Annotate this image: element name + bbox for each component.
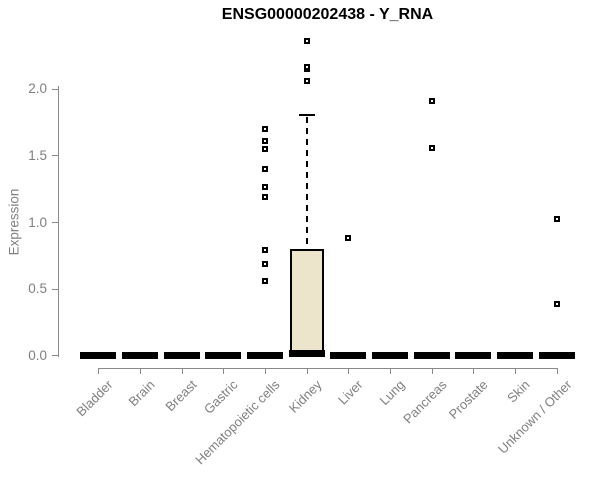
median-bar bbox=[455, 352, 492, 360]
y-axis-tick bbox=[52, 88, 58, 90]
y-axis-tick-label: 1.5 bbox=[28, 147, 47, 163]
outlier-point bbox=[303, 78, 310, 85]
outlier-point bbox=[262, 183, 269, 190]
x-axis-tick bbox=[473, 368, 475, 374]
median-bar bbox=[413, 352, 450, 360]
outlier-point bbox=[262, 138, 269, 145]
y-axis-tick-label: 1.0 bbox=[28, 214, 47, 230]
whisker-line bbox=[305, 116, 308, 250]
box-iqr bbox=[289, 249, 324, 355]
median-bar bbox=[247, 352, 284, 360]
median-bar bbox=[372, 352, 409, 360]
chart-title: ENSG00000202438 - Y_RNA bbox=[221, 6, 434, 23]
y-axis-tick bbox=[52, 155, 58, 157]
median-bar bbox=[80, 352, 117, 360]
median-bar bbox=[497, 352, 534, 360]
median-bar bbox=[121, 352, 158, 360]
y-axis-tick-label: 0.0 bbox=[28, 347, 47, 363]
median-bar bbox=[163, 352, 200, 360]
outlier-point bbox=[262, 278, 269, 285]
x-axis-tick bbox=[515, 368, 517, 374]
x-axis-tick bbox=[348, 368, 350, 374]
outlier-point bbox=[553, 215, 560, 222]
x-axis-tick bbox=[139, 368, 141, 374]
x-axis-tick bbox=[431, 368, 433, 374]
outlier-point bbox=[262, 194, 269, 201]
y-axis-tick bbox=[52, 288, 58, 290]
outlier-point bbox=[262, 166, 269, 173]
whisker-cap bbox=[298, 113, 315, 116]
x-axis-line bbox=[97, 368, 558, 369]
outlier-point bbox=[553, 300, 560, 307]
x-axis-tick bbox=[223, 368, 225, 374]
outlier-point bbox=[262, 126, 269, 133]
y-axis-tick-label: 0.5 bbox=[28, 281, 47, 297]
median-bar bbox=[288, 349, 325, 357]
outlier-point bbox=[428, 144, 435, 151]
x-axis-tick bbox=[98, 368, 100, 374]
median-bar bbox=[205, 352, 242, 360]
outlier-point bbox=[262, 260, 269, 267]
x-axis-tick bbox=[181, 368, 183, 374]
outlier-point bbox=[262, 146, 269, 153]
outlier-point bbox=[303, 38, 310, 45]
outlier-point bbox=[345, 235, 352, 242]
x-axis-tick bbox=[265, 368, 267, 374]
y-axis-tick-label: 2.0 bbox=[28, 81, 47, 97]
median-bar bbox=[538, 352, 575, 360]
median-bar bbox=[330, 352, 367, 360]
y-axis-line bbox=[58, 86, 59, 357]
outlier-point bbox=[303, 63, 310, 70]
y-axis-tick bbox=[52, 222, 58, 223]
x-axis-tick bbox=[556, 368, 558, 374]
outlier-point bbox=[262, 247, 269, 254]
x-axis-tick bbox=[390, 368, 392, 374]
y-axis-tick bbox=[52, 355, 58, 357]
outlier-point bbox=[428, 98, 435, 105]
x-axis-tick bbox=[306, 368, 308, 374]
